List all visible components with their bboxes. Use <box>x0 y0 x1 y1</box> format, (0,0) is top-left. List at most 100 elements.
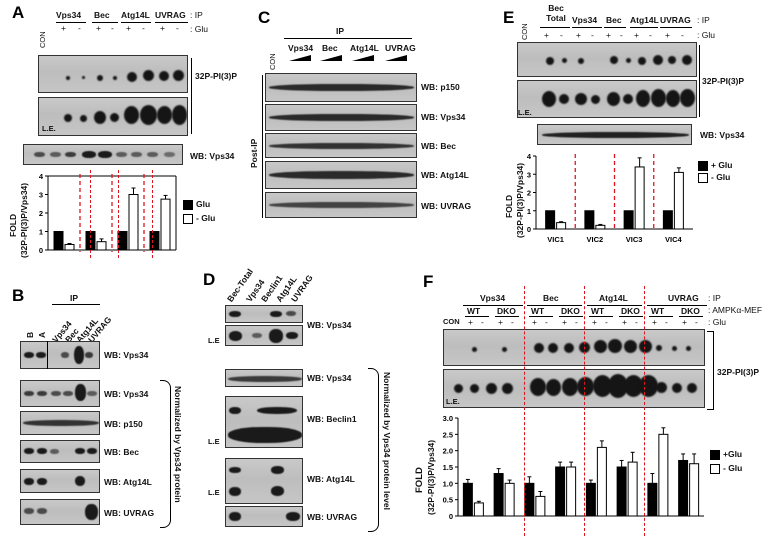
legend-glu-minus: - Glu <box>698 172 730 183</box>
glu-sign: - <box>111 23 114 33</box>
glu-sign: - <box>681 30 684 40</box>
glu-sign: - <box>481 317 484 327</box>
genotype-label: DKO <box>497 306 516 316</box>
group-label: Bec Total <box>546 3 566 23</box>
y-axis-label: (32P-PI(3)P/Vps34) <box>426 439 436 515</box>
bar <box>96 241 107 251</box>
bar <box>53 231 64 251</box>
y-tick-label: 2 <box>39 209 43 218</box>
autoradiograph-pi3p-long-exposure <box>38 97 188 136</box>
separator <box>524 286 525 536</box>
bar <box>658 433 669 517</box>
western-blot-vps34-d2 <box>225 369 303 387</box>
mef-label: : AMPKα-MEF <box>708 305 763 315</box>
genotype-label: DKO <box>681 306 700 316</box>
lane-label: A <box>37 331 47 338</box>
glu-sign: - <box>620 30 623 40</box>
x-tick-label: VIC3 <box>626 235 643 244</box>
genotype-label: WT <box>651 306 665 316</box>
glu-sign: + <box>652 317 657 327</box>
bar <box>117 231 128 251</box>
group-label: Atg14L <box>630 15 659 25</box>
bar <box>128 194 139 251</box>
western-blot-atg14l <box>20 469 100 493</box>
genotype-label: DKO <box>621 306 640 316</box>
glu-sign: - <box>560 30 563 40</box>
western-blot-p150-c <box>265 73 417 102</box>
con-label: CON <box>443 317 460 326</box>
panel-label-e: E <box>503 8 515 27</box>
wb-label: WB: UVRAG <box>421 201 472 211</box>
legend-label: +Glu <box>723 449 743 459</box>
x-tick-label: VIC4 <box>665 235 683 244</box>
glu-sign: + <box>592 317 597 327</box>
bar <box>556 222 567 230</box>
bar <box>535 495 546 517</box>
bracket <box>368 368 379 532</box>
y-tick-label: 3 <box>527 170 531 179</box>
glu-sign: - <box>545 317 548 327</box>
glu-sign: + <box>96 23 101 33</box>
pi3p-label: 32P-PI(3)P <box>702 76 745 86</box>
autoradiograph-pi3p <box>38 55 188 93</box>
autoradiograph-pi3p-f <box>443 329 705 366</box>
bar <box>555 466 566 517</box>
autoradiograph-pi3p-e-long-exposure <box>517 80 697 118</box>
y-tick-label: 4 <box>527 152 532 161</box>
wb-label: WB: UVRAG <box>104 508 155 518</box>
lane-label: B <box>25 331 35 338</box>
y-axis-label: FOLD <box>8 213 18 237</box>
western-blot-vps34-d1-le <box>225 325 303 346</box>
y-tick-label: 0 <box>39 246 43 255</box>
y-tick-label: 0.5 <box>443 496 453 505</box>
bar-chart-a: 0 1 2 3 4 <box>39 172 177 255</box>
y-axis-label: FOLD <box>414 467 425 493</box>
y-tick-label: 3.0 <box>443 414 453 423</box>
group-label: Vps34 <box>480 293 506 303</box>
bar-chart-e: 0 1 2 3 4 VIC1 VIC2 VIC3 VIC4 <box>527 152 693 244</box>
y-tick-label: 0 <box>449 512 453 521</box>
glu-sign: + <box>544 30 549 40</box>
wb-label: WB: Vps34 <box>104 389 149 399</box>
genotype-label: WT <box>531 306 545 316</box>
bar <box>678 459 689 517</box>
autoradiograph-pi3p-e <box>517 42 697 77</box>
bar <box>623 210 634 230</box>
bar <box>662 210 673 230</box>
western-blot-vps34-b1 <box>20 341 100 369</box>
y-tick-label: 1.5 <box>443 463 453 472</box>
amount-ramp <box>289 55 311 61</box>
wb-label: WB: Atg14L <box>307 474 355 484</box>
legend-label: - Glu <box>196 213 216 223</box>
bar <box>545 210 556 230</box>
glu-sign: - <box>605 317 608 327</box>
x-tick-label: VIC2 <box>587 235 604 244</box>
group-label-uvrag: UVRAG <box>155 10 186 20</box>
panel-label-d: D <box>203 270 216 289</box>
legend-label: - Glu <box>711 172 731 182</box>
glu-sign: + <box>160 23 165 33</box>
autoradiograph-pi3p-f-long-exposure <box>443 369 705 408</box>
glu-label: : Glu <box>190 24 208 34</box>
y-tick-label: 2 <box>527 189 531 198</box>
group-label: Atg14L <box>599 293 628 303</box>
panel-label-f: F <box>423 272 434 291</box>
bar <box>504 482 515 517</box>
long-exposure-label: L.E <box>208 336 220 345</box>
separator <box>90 170 91 258</box>
group-label: UVRAG <box>385 43 416 53</box>
glu-sign: - <box>142 23 145 33</box>
y-tick-label: 1 <box>527 207 531 216</box>
wb-label: WB: Atg14L <box>421 170 469 180</box>
glu-sign: + <box>498 317 503 327</box>
amount-ramp <box>385 55 407 61</box>
western-blot-atg14l-d <box>225 458 303 504</box>
bar <box>596 446 607 517</box>
legend-glu-plus: Glu <box>183 199 210 210</box>
wb-label: WB: p150 <box>104 419 143 429</box>
western-blot-uvrag-c <box>265 192 417 218</box>
group-label-bec: Bec <box>94 10 110 20</box>
glu-sign: - <box>176 23 179 33</box>
y-tick-label: 3 <box>39 191 43 200</box>
wb-label: WB: Vps34 <box>421 112 466 122</box>
